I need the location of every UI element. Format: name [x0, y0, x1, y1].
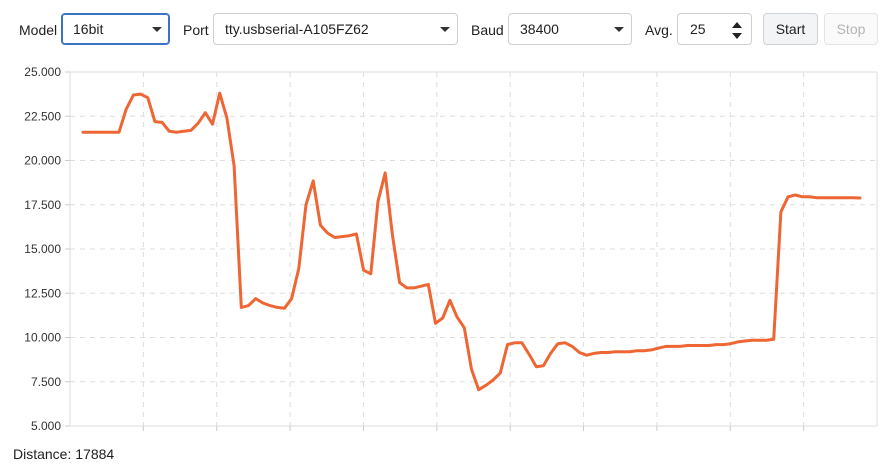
- distance-value: 17884: [75, 446, 115, 462]
- model-select-value: 16bit: [73, 21, 104, 37]
- chart-series-group: [81, 91, 862, 392]
- distance-series-line: [81, 91, 862, 392]
- stop-button[interactable]: Stop: [824, 13, 878, 45]
- y-tick-label: 15.000: [24, 242, 61, 256]
- distance-line-chart: 5.000 7.500 10.000 12.500 15.000 17.500 20.000…: [24, 65, 878, 433]
- y-tick-label: 22.500: [24, 109, 61, 123]
- y-tick-label: 25.000: [24, 65, 61, 79]
- model-label: Model: [19, 22, 58, 38]
- chevron-down-icon: [152, 27, 162, 32]
- y-tick-label: 10.000: [24, 331, 61, 345]
- distance-label: Distance:: [13, 446, 72, 462]
- port-select[interactable]: tty.usbserial-A105FZ62: [213, 13, 458, 45]
- avg-number-input[interactable]: 25: [677, 13, 752, 45]
- y-tick-label: 5.000: [31, 419, 61, 433]
- avg-input-value: 25: [690, 21, 706, 37]
- y-axis: 5.000 7.500 10.000 12.500 15.000 17.500 20.000…: [24, 65, 805, 433]
- avg-label: Avg.: [645, 22, 673, 38]
- y-tick-label: 7.500: [31, 375, 61, 389]
- toolbar: Model 16bit Port tty.usbserial-A105FZ62 …: [0, 0, 896, 60]
- baud-select-value: 38400: [520, 21, 559, 37]
- chevron-down-icon: [614, 27, 624, 32]
- start-button[interactable]: Start: [763, 13, 818, 45]
- chevron-down-icon: [440, 27, 450, 32]
- port-select-value: tty.usbserial-A105FZ62: [225, 21, 369, 37]
- increment-arrow-icon[interactable]: [732, 22, 742, 28]
- baud-label: Baud: [471, 22, 504, 38]
- baud-select[interactable]: 38400: [508, 13, 632, 45]
- decrement-arrow-icon[interactable]: [732, 33, 742, 39]
- y-tick-label: 17.500: [24, 198, 61, 212]
- port-label: Port: [183, 22, 209, 38]
- model-select[interactable]: 16bit: [61, 13, 170, 45]
- y-tick-label: 20.000: [24, 154, 61, 168]
- distance-readout: Distance: 17884: [13, 446, 114, 462]
- y-tick-label: 12.500: [24, 286, 61, 300]
